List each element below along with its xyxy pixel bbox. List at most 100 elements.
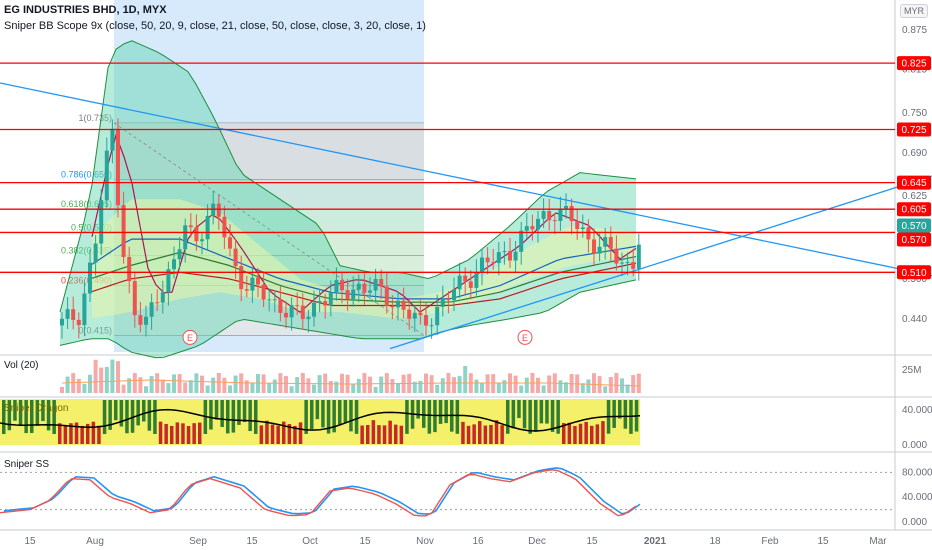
dragon-bar <box>237 400 241 425</box>
volume-bar <box>300 373 305 393</box>
candle-body <box>250 277 255 291</box>
earnings-marker <box>182 329 198 345</box>
price-tag-label: 0.825 <box>901 59 926 70</box>
candle-body <box>155 302 160 304</box>
candle-body <box>334 280 339 293</box>
volume-bar <box>541 385 546 393</box>
volume-ma-line <box>61 379 641 387</box>
candle-body <box>379 279 384 287</box>
candle-body <box>552 220 557 222</box>
currency-badge[interactable]: MYR <box>900 4 928 18</box>
volume-bar <box>496 382 501 393</box>
volume-bar <box>138 377 143 393</box>
dragon-bar <box>466 425 471 444</box>
candle-body <box>132 281 137 316</box>
volume-bar <box>65 376 70 393</box>
price-tag-box <box>897 175 931 190</box>
dragon-bar <box>326 400 331 434</box>
candle-body <box>373 279 378 291</box>
price-tag-label: 0.645 <box>901 178 926 189</box>
volume-bar <box>564 382 568 393</box>
volume-bar <box>356 378 361 393</box>
candle-body <box>82 293 87 326</box>
volume-bar <box>155 373 160 393</box>
dragon-bar <box>91 421 96 444</box>
candle-body <box>93 243 98 263</box>
candle-body <box>575 221 580 230</box>
volume-bar <box>144 386 148 393</box>
volume-bar <box>463 365 468 393</box>
candle-body <box>625 262 630 264</box>
volume-bar <box>110 359 115 393</box>
fib-label: 0(0.415) <box>78 325 112 335</box>
candle-body <box>177 249 182 260</box>
x-tick-label: 15 <box>586 536 598 547</box>
dragon-bar <box>349 400 353 432</box>
candle-body <box>345 290 350 300</box>
dragon-bar <box>46 400 51 431</box>
candle-body <box>368 290 372 293</box>
dragon-bar <box>175 422 180 444</box>
ss-d-line <box>0 469 637 517</box>
indicator-legend[interactable]: Sniper BB Scope 9x (close, 50, 20, 9, cl… <box>4 20 426 32</box>
candle-body <box>244 289 249 291</box>
dragon-bar <box>366 424 370 444</box>
dragon-bar <box>276 425 280 444</box>
volume-bar <box>160 379 165 393</box>
dragon-bar <box>265 420 269 444</box>
dragon-bar <box>405 400 409 434</box>
dragon-bar <box>427 400 432 434</box>
dragon-bar <box>63 425 68 444</box>
dragon-bar <box>30 400 34 433</box>
candle-body <box>429 325 434 327</box>
candle-body <box>194 227 199 242</box>
volume-bar <box>362 373 367 393</box>
dragon-bar <box>623 400 628 429</box>
x-tick-label: 16 <box>472 536 484 547</box>
volume-bar <box>132 373 137 393</box>
volume-bar <box>177 374 182 393</box>
volume-bar <box>502 380 507 393</box>
dragon-bar <box>399 425 404 444</box>
ss-pane-label[interactable]: Sniper SS <box>4 459 50 470</box>
earnings-marker-label: E <box>187 333 193 343</box>
candle-body <box>60 318 64 326</box>
y-tick-label: 0.815 <box>902 65 927 76</box>
dragon-bar <box>119 400 124 427</box>
volume-bar <box>228 385 232 393</box>
dragon-bar <box>416 400 420 419</box>
x-tick-label: Oct <box>302 536 318 547</box>
dragon-bar <box>198 422 202 444</box>
price-tag-label: 0.570 <box>901 235 926 246</box>
volume-bar <box>429 375 434 393</box>
earnings-marker-label: E <box>522 333 528 343</box>
volume-bar <box>211 377 216 393</box>
dragon-bar <box>438 400 443 424</box>
volume-bar <box>457 376 462 393</box>
volume-bar <box>166 383 171 393</box>
candle-body <box>116 128 120 206</box>
dragon-pane-label[interactable]: Sniper Dragon <box>4 403 69 414</box>
dragon-bar <box>254 400 258 434</box>
dragon-bar <box>517 400 521 419</box>
volume-bar <box>519 385 524 393</box>
ascending-trend-line <box>389 175 932 350</box>
dragon-bar <box>298 422 303 444</box>
volume-bar <box>547 375 552 393</box>
volume-bar <box>536 377 540 393</box>
dragon-bar <box>214 400 219 420</box>
dragon-bar <box>108 400 112 430</box>
dragon-bar <box>388 420 392 444</box>
candle-body <box>457 275 462 290</box>
dragon-bar <box>382 425 387 444</box>
dragon-bar <box>293 425 297 444</box>
volume-bar <box>384 373 389 393</box>
dragon-bar <box>231 400 236 433</box>
volume-bar <box>93 359 98 393</box>
dragon-bar <box>455 400 460 434</box>
candle-body <box>620 262 624 264</box>
candle-body <box>614 248 619 264</box>
dragon-bar <box>181 423 185 444</box>
volume-pane-label[interactable]: Vol (20) <box>4 360 39 371</box>
